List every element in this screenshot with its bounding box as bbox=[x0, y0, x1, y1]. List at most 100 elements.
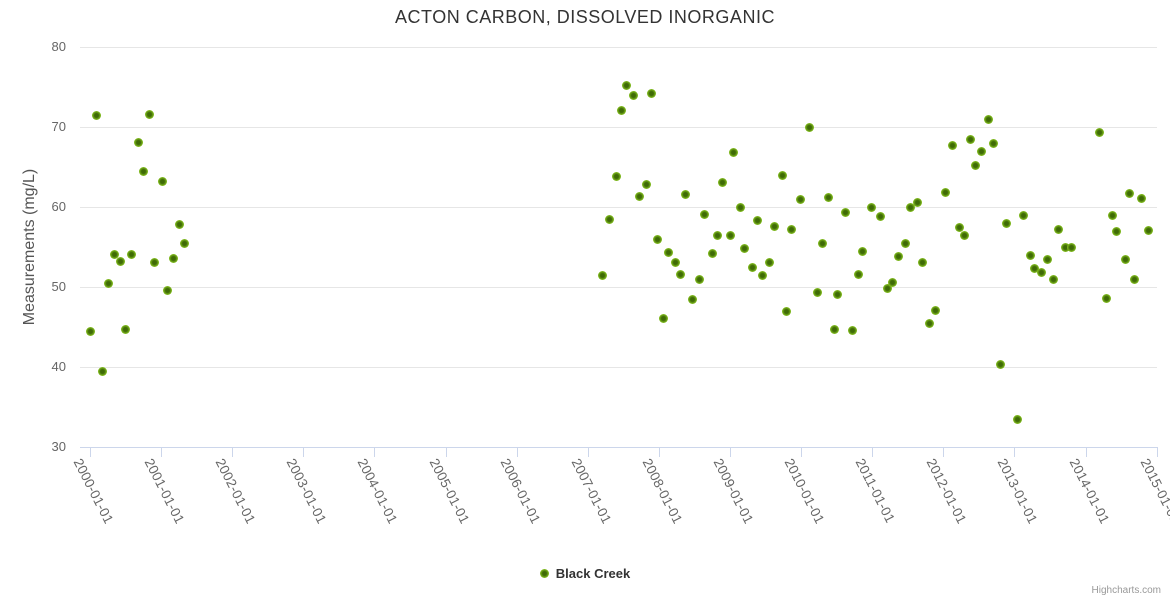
data-point[interactable] bbox=[1026, 250, 1036, 260]
data-point[interactable] bbox=[882, 284, 892, 294]
data-point[interactable] bbox=[687, 294, 697, 304]
data-point[interactable] bbox=[145, 109, 155, 119]
data-point[interactable] bbox=[817, 239, 827, 249]
data-point[interactable] bbox=[887, 277, 897, 287]
data-point[interactable] bbox=[960, 231, 970, 241]
data-point[interactable] bbox=[86, 326, 96, 336]
data-point[interactable] bbox=[616, 105, 626, 115]
data-point[interactable] bbox=[747, 263, 757, 273]
data-point[interactable] bbox=[91, 111, 101, 121]
data-point[interactable] bbox=[694, 275, 704, 285]
data-point[interactable] bbox=[1036, 268, 1046, 278]
data-point[interactable] bbox=[121, 324, 131, 334]
data-point[interactable] bbox=[1002, 218, 1012, 228]
data-point[interactable] bbox=[641, 180, 651, 190]
data-point[interactable] bbox=[659, 313, 669, 323]
data-point[interactable] bbox=[1137, 193, 1147, 203]
data-point[interactable] bbox=[765, 257, 775, 267]
data-point[interactable] bbox=[1130, 274, 1140, 284]
data-point[interactable] bbox=[1061, 242, 1071, 252]
data-point[interactable] bbox=[752, 216, 762, 226]
data-point[interactable] bbox=[1095, 128, 1105, 138]
data-point[interactable] bbox=[163, 285, 172, 295]
data-point[interactable] bbox=[739, 244, 749, 254]
data-point[interactable] bbox=[718, 177, 728, 187]
data-point[interactable] bbox=[983, 115, 993, 125]
data-point[interactable] bbox=[830, 324, 840, 334]
data-point[interactable] bbox=[995, 360, 1005, 370]
data-point[interactable] bbox=[787, 224, 797, 234]
data-point[interactable] bbox=[664, 248, 674, 258]
data-point[interactable] bbox=[736, 203, 746, 213]
data-point[interactable] bbox=[646, 88, 656, 98]
data-point[interactable] bbox=[853, 269, 863, 279]
data-point[interactable] bbox=[110, 249, 120, 259]
data-point[interactable] bbox=[676, 269, 686, 279]
data-point[interactable] bbox=[989, 138, 999, 148]
data-point[interactable] bbox=[1029, 264, 1039, 274]
data-point[interactable] bbox=[931, 305, 941, 315]
data-point[interactable] bbox=[133, 137, 143, 147]
data-point[interactable] bbox=[1143, 225, 1153, 235]
data-point[interactable] bbox=[1012, 415, 1022, 425]
data-point[interactable] bbox=[158, 176, 168, 186]
data-point[interactable] bbox=[977, 146, 987, 156]
data-point[interactable] bbox=[605, 214, 615, 224]
data-point[interactable] bbox=[652, 235, 662, 245]
data-point[interactable] bbox=[805, 122, 815, 132]
data-point[interactable] bbox=[97, 367, 107, 377]
data-point[interactable] bbox=[970, 160, 980, 170]
data-point[interactable] bbox=[769, 221, 779, 231]
data-point[interactable] bbox=[901, 239, 911, 249]
data-point[interactable] bbox=[725, 231, 735, 241]
data-point[interactable] bbox=[823, 192, 833, 202]
data-point[interactable] bbox=[707, 248, 717, 258]
data-point[interactable] bbox=[812, 288, 822, 298]
data-point[interactable] bbox=[699, 209, 709, 219]
data-point[interactable] bbox=[924, 318, 934, 328]
data-point[interactable] bbox=[635, 192, 645, 202]
data-point[interactable] bbox=[917, 257, 927, 267]
data-point[interactable] bbox=[712, 230, 722, 240]
data-point[interactable] bbox=[1112, 226, 1122, 236]
data-point[interactable] bbox=[168, 253, 178, 263]
data-point[interactable] bbox=[954, 223, 964, 233]
data-point[interactable] bbox=[1018, 210, 1028, 220]
data-point[interactable] bbox=[598, 271, 608, 281]
data-point[interactable] bbox=[103, 278, 113, 288]
data-point[interactable] bbox=[1125, 188, 1135, 198]
data-point[interactable] bbox=[1102, 293, 1112, 303]
data-point[interactable] bbox=[180, 238, 190, 248]
data-point[interactable] bbox=[795, 194, 805, 204]
data-point[interactable] bbox=[611, 172, 621, 182]
data-point[interactable] bbox=[681, 189, 691, 199]
data-point[interactable] bbox=[175, 220, 185, 230]
data-point[interactable] bbox=[622, 80, 632, 90]
data-point[interactable] bbox=[906, 202, 916, 212]
data-point[interactable] bbox=[1042, 255, 1052, 265]
data-point[interactable] bbox=[126, 249, 136, 259]
data-point[interactable] bbox=[757, 270, 767, 280]
data-point[interactable] bbox=[628, 90, 638, 100]
data-point[interactable] bbox=[847, 325, 857, 335]
highcharts-credits-link[interactable]: Highcharts.com bbox=[1091, 585, 1161, 596]
data-point[interactable] bbox=[948, 140, 958, 150]
data-point[interactable] bbox=[1120, 255, 1130, 265]
data-point[interactable] bbox=[894, 252, 904, 262]
data-point[interactable] bbox=[858, 246, 868, 256]
data-point[interactable] bbox=[841, 208, 851, 218]
data-point[interactable] bbox=[150, 257, 160, 267]
data-point[interactable] bbox=[1066, 242, 1076, 252]
data-point[interactable] bbox=[138, 167, 148, 177]
legend-item-black-creek[interactable]: Black Creek bbox=[539, 566, 630, 581]
data-point[interactable] bbox=[1108, 210, 1118, 220]
data-point[interactable] bbox=[729, 148, 739, 158]
data-point[interactable] bbox=[1054, 224, 1064, 234]
data-point[interactable] bbox=[867, 202, 877, 212]
data-point[interactable] bbox=[1049, 274, 1059, 284]
data-point[interactable] bbox=[782, 306, 792, 316]
data-point[interactable] bbox=[940, 188, 950, 198]
data-point[interactable] bbox=[876, 212, 886, 222]
data-point[interactable] bbox=[832, 289, 842, 299]
data-point[interactable] bbox=[965, 134, 975, 144]
